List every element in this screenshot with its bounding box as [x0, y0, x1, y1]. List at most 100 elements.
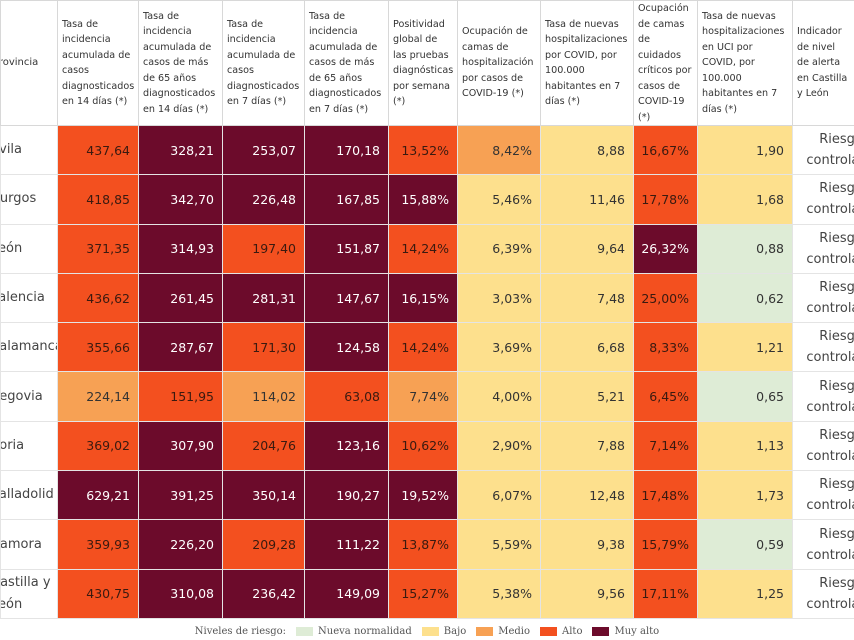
province-name: León [2, 240, 23, 256]
value-cell: 7,14% [633, 420, 698, 472]
value-cell: 287,67 [138, 322, 223, 373]
value-cell: 9,38 [540, 519, 634, 570]
alert-level: Riesgo controlado [806, 132, 853, 169]
alert-cell: Riesgo controlado [792, 470, 854, 521]
value-cell: 310,08 [138, 568, 223, 619]
table-row: Burgos 418,85342,70226,48167,8515,88%5,46… [0, 174, 854, 225]
value-cell: 7,48 [540, 272, 634, 324]
province-name: Valladolid [2, 487, 54, 503]
value-cell: 8,88 [540, 124, 634, 176]
value-cell: 8,33% [633, 322, 698, 373]
value-cell: 236,42 [222, 568, 305, 619]
alert-level: Riesgo controlado [806, 181, 853, 218]
column-header: Ocupación de camas de cuidados críticos … [633, 0, 698, 126]
alert-cell: Riesgo controlado [792, 223, 854, 274]
value-cell: 124,58 [304, 322, 389, 373]
value-cell: 123,16 [304, 420, 389, 472]
value-cell: 6,45% [633, 371, 698, 422]
value-cell: 2,90% [457, 420, 541, 472]
value-cell: 147,67 [304, 272, 389, 324]
value-cell: 167,85 [304, 174, 389, 225]
table-row: Segovia 224,14151,95114,0263,087,74%4,00%… [0, 371, 854, 422]
table-row: Palencia 436,62261,45281,31147,6716,15%3,… [0, 272, 854, 324]
province-name: Zamora [0, 536, 42, 552]
province-name: Salamanca [2, 339, 57, 355]
column-header: Tasa de incidencia acumulada de casos de… [138, 0, 223, 126]
alert-level: Riesgo controlado [806, 427, 853, 464]
province-name: Palencia [2, 290, 45, 306]
column-header: Indicador de nivel de alerta en Castilla… [792, 0, 854, 126]
column-header: Tasa de incidencia acumulada de casos de… [304, 0, 389, 126]
legend-swatch [540, 627, 558, 636]
value-cell: 10,62% [388, 420, 458, 472]
value-cell: 11,46 [540, 174, 634, 225]
alert-level: Riesgo controlado [806, 477, 853, 514]
legend-swatch [476, 627, 494, 636]
value-cell: 1,13 [697, 420, 793, 472]
value-cell: 12,48 [540, 470, 634, 521]
alert-level: Riesgo controlado [806, 230, 853, 267]
column-header: Tasa de nuevas hospitalizaciones en UCI … [697, 0, 793, 126]
value-cell: 359,93 [57, 519, 139, 570]
alert-level: Riesgo controlado [806, 526, 853, 563]
value-cell: 9,64 [540, 223, 634, 274]
alert-level: Riesgo controlado [806, 280, 853, 317]
value-cell: 8,42% [457, 124, 541, 176]
value-cell: 25,00% [633, 272, 698, 324]
value-cell: 5,46% [457, 174, 541, 225]
value-cell: 307,90 [138, 420, 223, 472]
legend-label: Medio [498, 626, 531, 637]
value-cell: 204,76 [222, 420, 305, 472]
table-row: Salamanca355,66287,67171,30124,5814,24%3… [0, 322, 854, 373]
value-cell: 15,88% [388, 174, 458, 225]
value-cell: 0,65 [697, 371, 793, 422]
value-cell: 226,48 [222, 174, 305, 225]
value-cell: 430,75 [57, 568, 139, 619]
table-row: Ávila 437,64328,21253,07170,1813,52%8,42%… [0, 124, 854, 176]
province-cell: Valladolid [0, 470, 58, 521]
value-cell: 170,18 [304, 124, 389, 176]
legend: Niveles de riesgo: Nueva normalidad Bajo Me… [0, 626, 854, 637]
value-cell: 371,35 [57, 223, 139, 274]
legend-title: Niveles de riesgo: [194, 626, 287, 637]
alert-cell: Riesgo controlado [792, 519, 854, 570]
value-cell: 224,14 [57, 371, 139, 422]
value-cell: 342,70 [138, 174, 223, 225]
header-row: ProvinciaTasa de incidencia acumulada de… [0, 0, 854, 126]
value-cell: 114,02 [222, 371, 305, 422]
value-cell: 1,68 [697, 174, 793, 225]
value-cell: 16,67% [633, 124, 698, 176]
alert-level: Riesgo controlado [806, 329, 853, 366]
value-cell: 391,25 [138, 470, 223, 521]
value-cell: 19,52% [388, 470, 458, 521]
table-row: Castilla y León430,75310,08236,42149,091… [0, 568, 854, 619]
value-cell: 0,59 [697, 519, 793, 570]
province-cell: Ávila [0, 124, 58, 176]
value-cell: 418,85 [57, 174, 139, 225]
value-cell: 17,48% [633, 470, 698, 521]
value-cell: 15,27% [388, 568, 458, 619]
value-cell: 0,62 [697, 272, 793, 324]
value-cell: 6,68 [540, 322, 634, 373]
table-row: Soria 369,02307,90204,76123,1610,62%2,90%… [0, 420, 854, 472]
value-cell: 5,21 [540, 371, 634, 422]
value-cell: 1,21 [697, 322, 793, 373]
value-cell: 111,22 [304, 519, 389, 570]
value-cell: 151,87 [304, 223, 389, 274]
legend-label: Bajo [443, 626, 467, 637]
province-name: Ávila [2, 142, 23, 158]
alert-cell: Riesgo controlado [792, 322, 854, 373]
legend-swatch [296, 627, 314, 636]
value-cell: 314,93 [138, 223, 223, 274]
table-row: Zamora 359,93226,20209,28111,2213,87%5,59… [0, 519, 854, 570]
province-cell: Zamora [0, 519, 58, 570]
value-cell: 7,74% [388, 371, 458, 422]
province-cell: Castilla y León [0, 568, 58, 619]
value-cell: 0,88 [697, 223, 793, 274]
value-cell: 13,52% [388, 124, 458, 176]
value-cell: 17,78% [633, 174, 698, 225]
province-cell: León [0, 223, 58, 274]
province-cell: Burgos [0, 174, 58, 225]
value-cell: 369,02 [57, 420, 139, 472]
